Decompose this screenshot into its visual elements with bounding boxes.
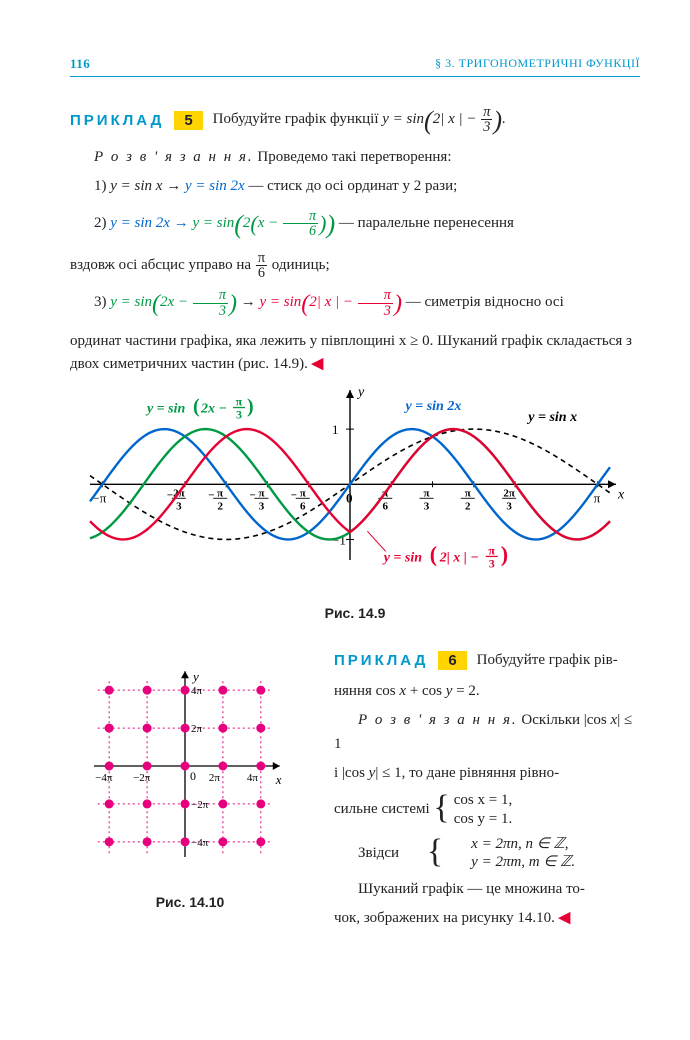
- svg-text:π: π: [236, 395, 243, 409]
- svg-text:): ): [501, 542, 508, 567]
- svg-text:2: 2: [465, 500, 471, 512]
- step-2-line2: вздовж осі абсцис управо на π6 одиниць;: [70, 251, 640, 281]
- svg-text:π: π: [217, 487, 223, 499]
- page-header: 116 § 3. ТРИГОНОМЕТРИЧНІ ФУНКЦІЇ: [70, 56, 640, 77]
- svg-text:2π: 2π: [503, 487, 515, 499]
- trig-graph-svg: xy1−1−π− 2π3− π2− π3− π60π6π3π22π3πy = s…: [70, 382, 630, 592]
- svg-text:−4π: −4π: [95, 772, 113, 784]
- example-label: ПРИКЛАД: [334, 652, 428, 669]
- svg-text:4π: 4π: [247, 772, 258, 784]
- step-3-line2: ординат частини графіка, яка лежить у пі…: [70, 330, 640, 377]
- svg-text:(: (: [193, 396, 200, 418]
- svg-text:y = sin x: y = sin x: [526, 410, 577, 425]
- svg-text:−2π: −2π: [133, 772, 151, 784]
- svg-text:π: π: [300, 487, 306, 499]
- step-2: 2) y = sin 2x → y = sin(2(x − π6)) — пар…: [70, 205, 640, 245]
- svg-text:−: −: [208, 489, 214, 501]
- figure-14-9: xy1−1−π− 2π3− π2− π3− π60π6π3π22π3πy = s…: [70, 382, 640, 621]
- svg-text:−: −: [291, 489, 297, 501]
- figure-14-10-column: x y 0 −4π −4π −2π −2π 2π 2π 4π 4π Рис. 14.10: [70, 651, 310, 937]
- svg-text:−π: −π: [92, 490, 106, 505]
- svg-text:3: 3: [176, 500, 182, 512]
- example-6-text: ПРИКЛАД 6 Побудуйте графік рів- няння co…: [334, 651, 640, 937]
- svg-text:3: 3: [424, 500, 430, 512]
- svg-text:2π: 2π: [191, 723, 203, 735]
- svg-text:π: π: [465, 487, 471, 499]
- solution-6-line-3: сильне системі { cos x = 1, cos y = 1.: [334, 791, 640, 829]
- example-6-prompt-2: няння cos x + cos y = 2.: [334, 680, 640, 703]
- svg-text:3: 3: [259, 500, 265, 512]
- svg-text:π: π: [594, 490, 601, 505]
- svg-text:6: 6: [300, 500, 306, 512]
- svg-text:y = sin: y = sin: [382, 551, 423, 566]
- solution-6-conclusion-1: Шуканий графік — це множина то-: [334, 878, 640, 901]
- solution-6-line-2: і |cos y| ≤ 1, то дане рівняння рівно-: [334, 762, 640, 785]
- svg-text:y = sin 2x: y = sin 2x: [404, 399, 462, 414]
- solution-6-line-4: Звідси { x = 2πn, n ∈ ℤ, y = 2πm, m ∈ ℤ.: [334, 835, 640, 873]
- svg-text:(: (: [430, 542, 437, 567]
- svg-text:2| x | −: 2| x | −: [439, 551, 479, 566]
- svg-text:4π: 4π: [191, 685, 203, 697]
- svg-text:π: π: [424, 487, 430, 499]
- example-5-heading: ПРИКЛАД 5 Побудуйте графік функції y = s…: [70, 105, 640, 136]
- example-6-prompt: Побудуйте графік рів-: [477, 652, 618, 669]
- svg-text:x: x: [275, 772, 282, 787]
- svg-text:y: y: [356, 385, 365, 400]
- svg-text:2: 2: [217, 500, 223, 512]
- svg-text:−4π: −4π: [191, 837, 209, 849]
- svg-text:1: 1: [332, 422, 339, 437]
- svg-text:y: y: [191, 669, 199, 684]
- step-1: 1) y = sin x → y = sin 2x — стиск до осі…: [70, 175, 640, 198]
- example-5-prompt: Побудуйте графік функції y = sin(2| x | …: [213, 105, 506, 136]
- svg-text:π: π: [488, 544, 495, 558]
- svg-text:−2π: −2π: [191, 799, 209, 811]
- solution-6-conclusion-2: чок, зображених на рисунку 14.10. ◀: [334, 907, 640, 930]
- chapter-title: § 3. ТРИГОНОМЕТРИЧНІ ФУНКЦІЇ: [435, 56, 640, 72]
- step-3: 3) y = sin(2x − π3) → y = sin(2| x | − π…: [70, 286, 640, 323]
- svg-text:3: 3: [236, 408, 242, 422]
- solution-6-line-1: Р о з в ' я з а н н я. Оскільки |cos x| …: [334, 709, 640, 756]
- page-number: 116: [70, 56, 90, 72]
- svg-text:2x −: 2x −: [200, 402, 227, 417]
- lattice-graph-svg: x y 0 −4π −4π −2π −2π 2π 2π 4π 4π: [70, 651, 300, 881]
- example-label: ПРИКЛАД: [70, 112, 164, 129]
- svg-text:x: x: [617, 487, 625, 502]
- example-number-badge: 6: [438, 651, 466, 670]
- svg-text:0: 0: [190, 769, 196, 783]
- example-number-badge: 5: [174, 111, 202, 130]
- svg-text:3: 3: [506, 500, 512, 512]
- figure-14-9-caption: Рис. 14.9: [70, 605, 640, 621]
- figure-14-10-caption: Рис. 14.10: [70, 894, 310, 910]
- svg-text:0: 0: [346, 490, 353, 505]
- svg-text:π: π: [258, 487, 264, 499]
- svg-text:y = sin: y = sin: [145, 402, 186, 417]
- svg-text:2π: 2π: [209, 772, 221, 784]
- svg-text:−: −: [249, 489, 255, 501]
- svg-text:): ): [247, 396, 254, 418]
- svg-text:6: 6: [383, 500, 389, 512]
- svg-text:3: 3: [489, 557, 495, 571]
- solution-5-intro: Р о з в ' я з а н н я. Проведемо такі пе…: [70, 146, 640, 169]
